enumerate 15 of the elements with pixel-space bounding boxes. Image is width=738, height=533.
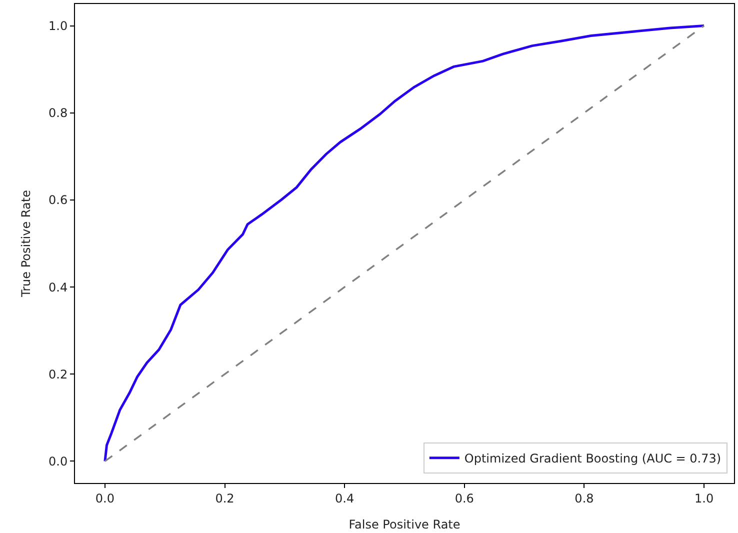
x-tick-label: 0.4: [335, 491, 354, 506]
x-tick-label: 0.6: [454, 491, 474, 506]
y-tick-label: 0.4: [48, 280, 68, 294]
legend-label: Optimized Gradient Boosting (AUC = 0.73): [464, 452, 722, 466]
y-tick-label: 0.2: [48, 367, 68, 382]
x-tick-label: 0.8: [574, 491, 594, 506]
y-tick-label: 0.0: [48, 454, 68, 468]
x-tick-label: 1.0: [694, 491, 714, 506]
x-axis-title: False Positive Rate: [348, 517, 460, 532]
y-tick-label: 0.6: [48, 193, 68, 208]
x-tick-label: 0.0: [95, 491, 114, 506]
y-tick-label: 0.8: [48, 106, 68, 120]
x-tick-label: 0.2: [215, 491, 234, 506]
y-tick-label: 1.0: [48, 18, 68, 33]
y-axis-title: True Positive Rate: [18, 190, 33, 298]
